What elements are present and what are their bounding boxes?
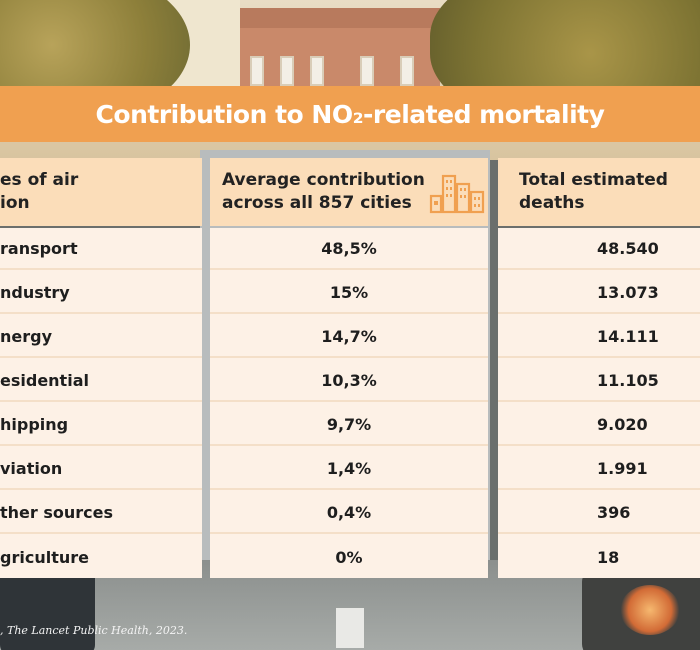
table-row: 15% [210,272,488,314]
average-cell: 0% [335,547,363,567]
average-cell: 1,4% [326,458,372,478]
table-row: 9.020 [498,404,700,446]
source-cell: ther sources [0,502,114,522]
table-row: viation [0,448,202,490]
total-cell: 13.073 [597,282,659,302]
table-row: esidential [0,360,202,402]
source-cell: ndustry [0,282,70,302]
total-column: Total estimated deaths 48.540 13.073 14.… [498,158,700,578]
source-cell: nergy [0,326,53,346]
source-note: , The Lancet Public Health, 2023. [0,624,188,637]
total-header: Total estimated deaths [498,158,700,226]
table-row: 48,5% [210,228,488,270]
source-cell: esidential [0,370,89,390]
average-cell: 14,7% [321,326,377,346]
table-row: ndustry [0,272,202,314]
table-row: 0,4% [210,492,488,534]
title-banner: Contribution to NO₂-related mortality [0,86,700,142]
table-row: ther sources [0,492,202,534]
table-row: 10,3% [210,360,488,402]
sources-column: es of air ion ransport ndustry nergy esi… [0,158,202,578]
city-buildings-icon [429,174,484,214]
average-cell: 0,4% [326,502,372,522]
table-row: 9,7% [210,404,488,446]
average-column: Average contribution across all 857 citi… [210,158,488,578]
average-cell: 10,3% [321,370,377,390]
table-row: 14.111 [498,316,700,358]
table-row: 11.105 [498,360,700,402]
source-cell: viation [0,458,63,478]
table-row: 18 [498,536,700,578]
average-cell: 48,5% [321,238,377,258]
total-cell: 396 [597,502,631,522]
table-row: ransport [0,228,202,270]
source-cell: hipping [0,414,69,434]
total-header-label: Total estimated deaths [519,170,668,213]
average-cell: 9,7% [326,414,372,434]
total-cell: 1.991 [597,458,648,478]
table-row: 396 [498,492,700,534]
table-row: 1,4% [210,448,488,490]
source-cell: griculture [0,547,89,567]
table-row: nergy [0,316,202,358]
source-cell: ransport [0,238,78,258]
table-row: 0% [210,536,488,578]
table-row: 1.991 [498,448,700,490]
total-cell: 48.540 [597,238,659,258]
total-cell: 18 [597,547,620,567]
sources-header: es of air ion [0,158,202,226]
average-cell: 15% [329,282,369,302]
table-row: griculture [0,536,202,578]
banner-title: Contribution to NO₂-related mortality [95,99,605,129]
table-row: 48.540 [498,228,700,270]
table-row: 13.073 [498,272,700,314]
table-row: 14,7% [210,316,488,358]
sources-header-label: es of air ion [0,170,79,213]
average-header: Average contribution across all 857 citi… [210,158,488,226]
total-cell: 14.111 [597,326,659,346]
table-row: hipping [0,404,202,446]
total-cell: 9.020 [597,414,648,434]
average-header-label: Average contribution across all 857 citi… [222,170,425,213]
total-cell: 11.105 [597,370,659,390]
